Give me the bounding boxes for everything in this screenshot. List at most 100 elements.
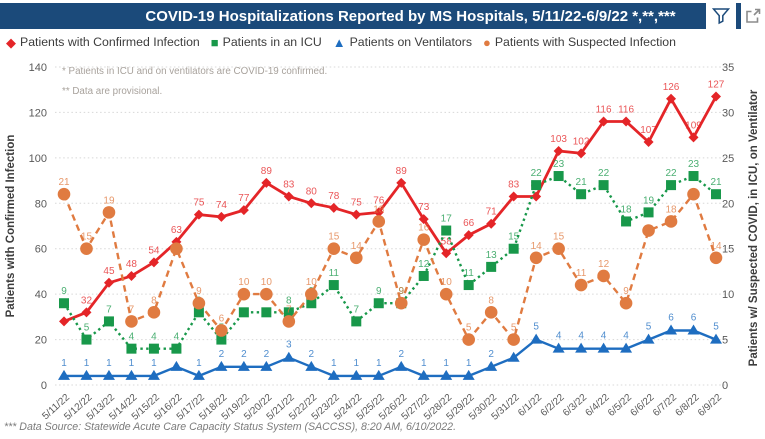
data-point-marker[interactable]	[710, 333, 722, 344]
data-point-marker[interactable]	[59, 298, 69, 309]
data-point-marker[interactable]	[642, 224, 655, 237]
data-point-marker[interactable]	[216, 334, 227, 345]
data-point-marker[interactable]	[328, 202, 339, 213]
data-point-marker[interactable]	[619, 296, 633, 310]
data-point-marker[interactable]	[463, 230, 474, 241]
data-point-marker[interactable]	[171, 343, 182, 354]
data-point-marker[interactable]	[643, 136, 654, 147]
data-point-marker[interactable]	[260, 360, 273, 371]
data-point-marker[interactable]	[148, 343, 159, 354]
data-point-marker[interactable]	[620, 342, 633, 353]
data-point-marker[interactable]	[395, 360, 408, 371]
data-point-marker[interactable]	[193, 209, 204, 220]
data-point-marker[interactable]	[373, 207, 384, 218]
data-point-marker[interactable]	[170, 242, 183, 256]
data-point-marker[interactable]	[688, 171, 699, 182]
data-point-marker[interactable]	[531, 180, 542, 191]
data-point-marker[interactable]	[664, 215, 678, 228]
data-point-marker[interactable]	[103, 316, 114, 327]
data-point-marker[interactable]	[687, 324, 700, 335]
data-point-marker[interactable]	[396, 177, 407, 188]
data-point-marker[interactable]	[351, 316, 362, 327]
data-point-marker[interactable]	[441, 248, 452, 259]
data-point-marker[interactable]	[462, 333, 475, 346]
data-point-marker[interactable]	[666, 180, 677, 191]
data-point-marker[interactable]	[238, 307, 249, 318]
data-point-marker[interactable]	[529, 251, 543, 265]
data-point-marker[interactable]	[306, 298, 317, 309]
data-point-marker[interactable]	[417, 233, 431, 246]
data-point-marker[interactable]	[59, 316, 69, 327]
data-point-marker[interactable]	[574, 278, 588, 292]
data-point-marker[interactable]	[58, 369, 70, 380]
data-point-marker[interactable]	[576, 189, 587, 200]
data-point-marker[interactable]	[530, 333, 543, 344]
data-point-marker[interactable]	[126, 270, 137, 281]
data-point-marker[interactable]	[126, 343, 137, 354]
data-point-marker[interactable]	[643, 207, 654, 218]
data-point-marker[interactable]	[486, 261, 497, 272]
data-point-marker[interactable]	[81, 334, 92, 345]
data-point-marker[interactable]	[484, 306, 498, 319]
legend-item-ventilators[interactable]: ▲ Patients on Ventilators	[333, 35, 472, 49]
data-point-marker[interactable]	[237, 360, 250, 371]
data-point-marker[interactable]	[486, 218, 497, 229]
data-point-marker[interactable]	[575, 342, 588, 353]
data-point-marker[interactable]	[215, 360, 228, 371]
data-point-marker[interactable]	[439, 287, 453, 301]
data-point-marker[interactable]	[328, 280, 339, 291]
data-point-marker[interactable]	[463, 280, 474, 291]
data-point-marker[interactable]	[80, 242, 93, 256]
data-point-marker[interactable]	[441, 225, 452, 236]
data-point-marker[interactable]	[192, 296, 206, 310]
data-point-marker[interactable]	[351, 209, 362, 220]
data-point-marker[interactable]	[238, 205, 249, 216]
data-point-marker[interactable]	[597, 342, 610, 353]
data-point-marker[interactable]	[80, 369, 93, 380]
data-point-marker[interactable]	[373, 298, 384, 309]
data-point-marker[interactable]	[417, 369, 430, 380]
data-point-marker[interactable]	[687, 187, 700, 201]
legend-item-confirmed[interactable]: ◆ Patients with Confirmed Infection	[6, 35, 200, 49]
data-point-marker[interactable]	[283, 191, 294, 202]
data-point-marker[interactable]	[552, 342, 565, 353]
data-point-marker[interactable]	[125, 315, 138, 328]
legend-item-icu[interactable]: ■ Patients in an ICU	[211, 35, 322, 49]
data-point-marker[interactable]	[57, 187, 71, 201]
data-point-marker[interactable]	[642, 333, 655, 344]
data-point-marker[interactable]	[598, 116, 609, 127]
data-point-marker[interactable]	[350, 369, 363, 380]
data-point-marker[interactable]	[305, 360, 318, 371]
data-point-marker[interactable]	[508, 243, 519, 254]
data-point-marker[interactable]	[552, 242, 565, 256]
data-point-marker[interactable]	[597, 269, 610, 283]
data-point-marker[interactable]	[621, 216, 632, 227]
data-point-marker[interactable]	[418, 214, 429, 225]
data-point-marker[interactable]	[327, 369, 340, 380]
data-point-marker[interactable]	[553, 171, 564, 182]
data-point-marker[interactable]	[372, 369, 385, 380]
expand-button[interactable]	[741, 3, 765, 29]
data-point-marker[interactable]	[531, 191, 542, 202]
data-point-marker[interactable]	[709, 251, 723, 265]
data-point-marker[interactable]	[193, 307, 204, 318]
data-point-marker[interactable]	[170, 360, 183, 371]
data-point-marker[interactable]	[103, 277, 114, 288]
data-point-marker[interactable]	[148, 257, 159, 268]
data-point-marker[interactable]	[507, 333, 520, 346]
data-point-marker[interactable]	[102, 206, 116, 219]
data-point-marker[interactable]	[349, 251, 363, 265]
data-point-marker[interactable]	[688, 132, 699, 143]
data-point-marker[interactable]	[125, 369, 138, 380]
data-point-marker[interactable]	[282, 315, 296, 328]
data-point-marker[interactable]	[576, 148, 587, 159]
data-point-marker[interactable]	[283, 307, 294, 318]
data-point-marker[interactable]	[418, 270, 429, 281]
data-point-marker[interactable]	[102, 369, 115, 380]
data-point-marker[interactable]	[192, 369, 205, 380]
data-point-marker[interactable]	[665, 324, 678, 335]
data-point-marker[interactable]	[216, 211, 227, 222]
data-point-marker[interactable]	[508, 191, 519, 202]
filter-button[interactable]	[706, 3, 736, 29]
data-point-marker[interactable]	[711, 91, 721, 102]
